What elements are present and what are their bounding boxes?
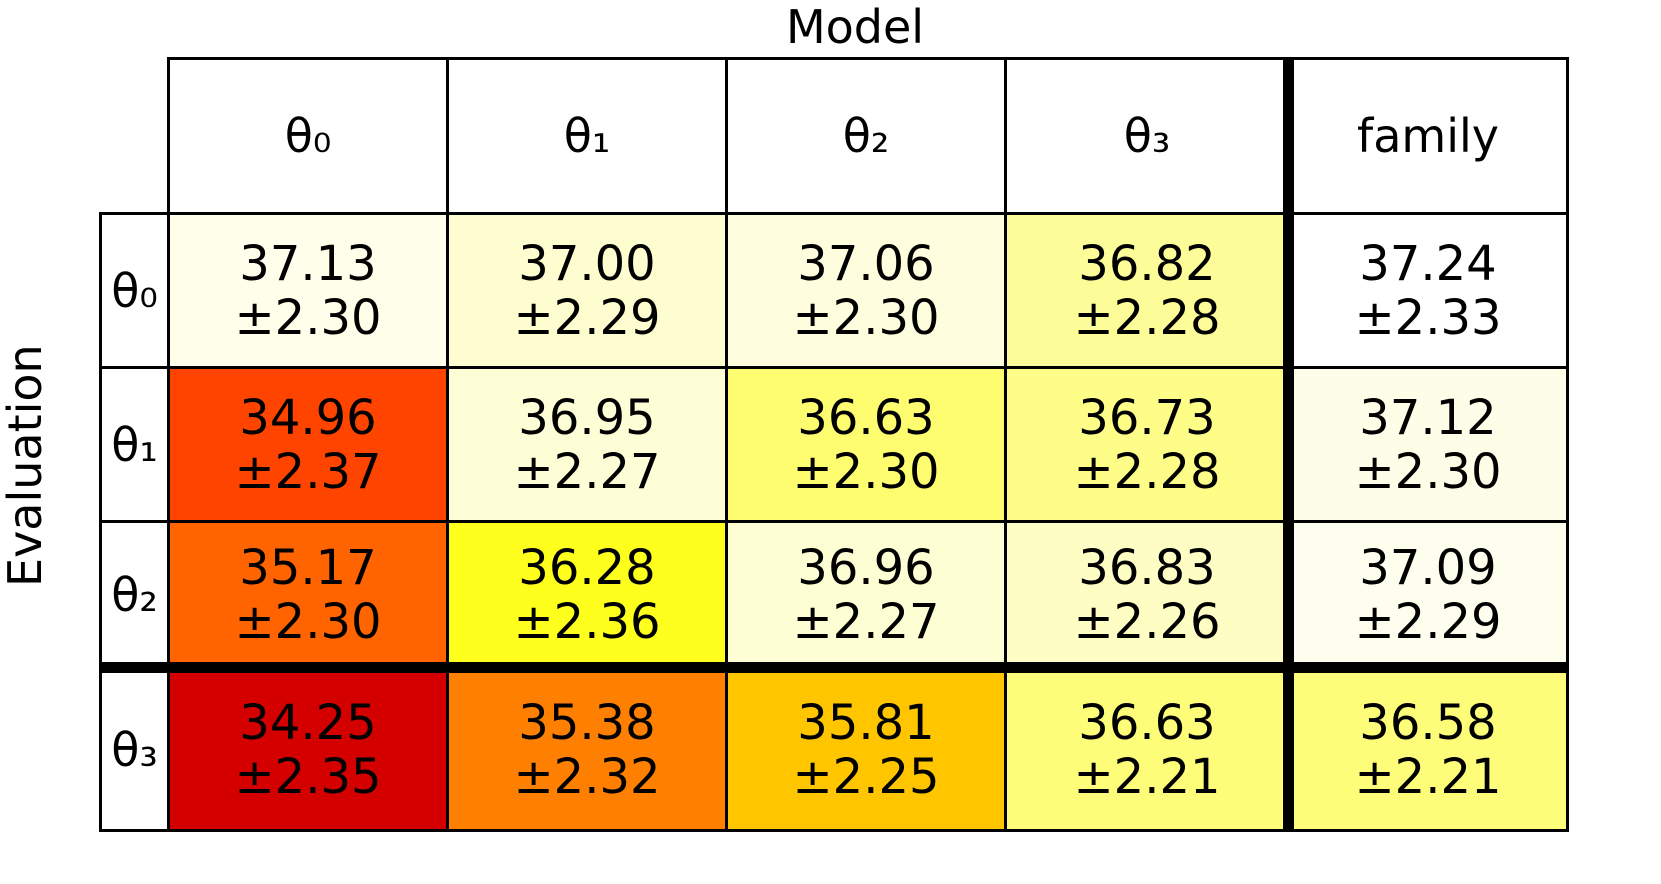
row-header: θ₀: [99, 212, 170, 369]
cell: 36.63 ±2.30: [725, 366, 1007, 523]
cell-std: ±2.32: [513, 748, 661, 805]
cell-mean: 37.12: [1359, 389, 1497, 446]
cell-mean: 37.06: [797, 235, 935, 292]
cell: 36.73 ±2.28: [1004, 366, 1290, 523]
cell: 36.83 ±2.26: [1004, 520, 1290, 670]
cell-std: ±2.33: [1354, 289, 1502, 346]
cell-mean: 36.73: [1078, 389, 1216, 446]
cell-std: ±2.36: [513, 594, 661, 650]
cell: 36.82 ±2.28: [1004, 212, 1290, 369]
cell-mean: 36.63: [1078, 694, 1216, 751]
cell-mean: 36.96: [797, 540, 935, 596]
divider: [1283, 57, 1294, 832]
cell-mean: 35.81: [797, 694, 935, 751]
cell: 34.25 ±2.35: [167, 667, 449, 832]
cell: 36.96 ±2.27: [725, 520, 1007, 670]
cell-std: ±2.37: [234, 443, 382, 500]
cell: 37.00 ±2.29: [446, 212, 728, 369]
cell-mean: 36.58: [1359, 694, 1497, 751]
cell-std: ±2.30: [792, 443, 940, 500]
cell-mean: 34.25: [239, 694, 377, 751]
cell-std: ±2.35: [234, 748, 382, 805]
cell-mean: 37.00: [518, 235, 656, 292]
cell-std: ±2.30: [1354, 443, 1502, 500]
row-header: θ₁: [99, 366, 170, 523]
cell-std: ±2.21: [1073, 748, 1221, 805]
cell-mean: 34.96: [239, 389, 377, 446]
cell-std: ±2.27: [513, 443, 661, 500]
cell-mean: 37.13: [239, 235, 377, 292]
cell-std: ±2.25: [792, 748, 940, 805]
cell: 37.09 ±2.29: [1287, 520, 1569, 670]
cell-std: ±2.21: [1354, 748, 1502, 805]
cell-mean: 36.28: [518, 540, 656, 596]
column-header: θ₂: [725, 57, 1007, 215]
cell-mean: 36.83: [1078, 540, 1216, 596]
cell: 37.24 ±2.33: [1287, 212, 1569, 369]
cell-std: ±2.29: [513, 289, 661, 346]
cell-mean: 36.95: [518, 389, 656, 446]
cell-std: ±2.26: [1073, 594, 1221, 650]
cell-mean: 35.17: [239, 540, 377, 596]
cell-std: ±2.27: [792, 594, 940, 650]
column-header: family: [1287, 57, 1569, 215]
column-header: θ₁: [446, 57, 728, 215]
cell-std: ±2.30: [234, 289, 382, 346]
row-header: θ₂: [99, 520, 170, 670]
cell-std: ±2.29: [1354, 594, 1502, 650]
cell: 37.13 ±2.30: [167, 212, 449, 369]
cell-std: ±2.30: [234, 594, 382, 650]
cell-mean: 36.82: [1078, 235, 1216, 292]
cell: 35.17 ±2.30: [167, 520, 449, 670]
divider: [99, 662, 1569, 673]
row-axis-title: Evaluation: [0, 344, 52, 587]
cell: 34.96 ±2.37: [167, 366, 449, 523]
cell-std: ±2.28: [1073, 443, 1221, 500]
cell: 36.28 ±2.36: [446, 520, 728, 670]
cell: 37.06 ±2.30: [725, 212, 1007, 369]
cell-std: ±2.30: [792, 289, 940, 346]
cell-std: ±2.28: [1073, 289, 1221, 346]
cell-mean: 36.63: [797, 389, 935, 446]
column-axis-title: Model: [785, 0, 925, 54]
cell: 36.63 ±2.21: [1004, 667, 1290, 832]
cell-mean: 37.24: [1359, 235, 1497, 292]
cell-mean: 37.09: [1359, 540, 1497, 596]
cell: 35.38 ±2.32: [446, 667, 728, 832]
column-header: θ₃: [1004, 57, 1290, 215]
cell: 35.81 ±2.25: [725, 667, 1007, 832]
column-header: θ₀: [167, 57, 449, 215]
cell: 37.12 ±2.30: [1287, 366, 1569, 523]
cell: 36.95 ±2.27: [446, 366, 728, 523]
cell: 36.58 ±2.21: [1287, 667, 1569, 832]
row-header: θ₃: [99, 667, 170, 832]
cell-mean: 35.38: [518, 694, 656, 751]
